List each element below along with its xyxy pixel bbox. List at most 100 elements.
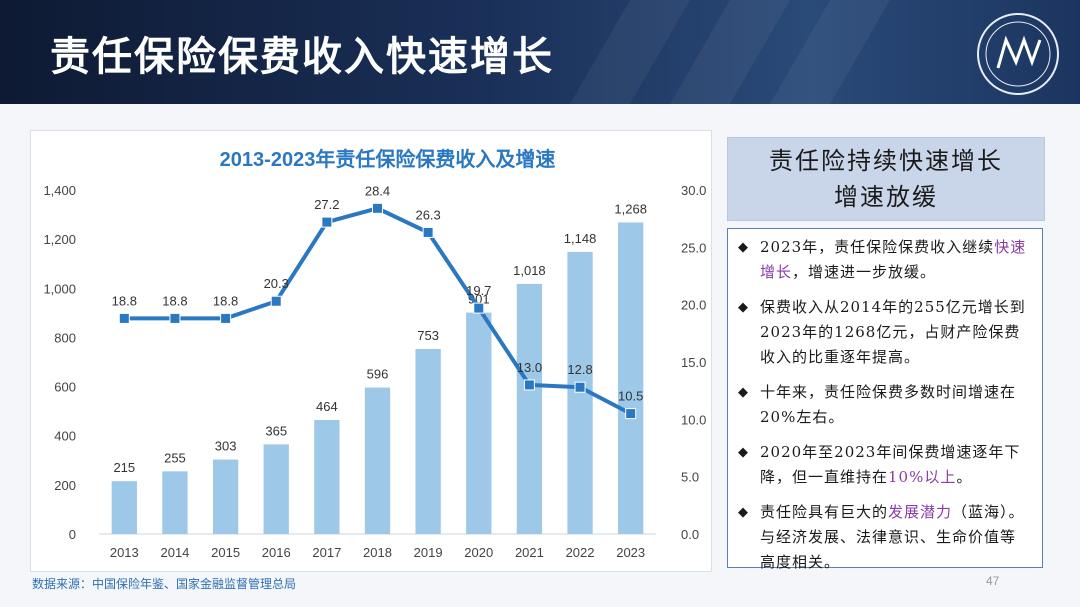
logo-emblem-icon	[977, 13, 1059, 95]
bar-value-label: 365	[265, 423, 287, 438]
x-axis-tick-label: 2013	[110, 545, 139, 560]
x-axis-tick-label: 2019	[414, 545, 443, 560]
bar-value-label: 1,018	[513, 263, 546, 278]
right-axis-tick-label: 15.0	[681, 355, 706, 370]
growth-rate-line	[124, 206, 632, 416]
bar	[162, 471, 188, 534]
left-axis-tick-label: 200	[54, 478, 76, 493]
line-point	[270, 295, 282, 307]
side-bullet-item: ◆ 保费收入从2014年的255亿元增长到2023年的1268亿元，占财产险保费收…	[738, 295, 1028, 370]
side-title-line-2: 增速放缓	[834, 183, 938, 211]
side-bullet-text: 2023年，责任保险保费收入继续快速增长，增速进一步放缓。	[760, 235, 1028, 285]
x-axis-tick-label: 2016	[262, 545, 291, 560]
side-bullet-text: 2020年至2023年间保费增速逐年下降，但一直维持在10%以上。	[760, 440, 1028, 490]
line-value-label: 10.5	[618, 389, 643, 404]
left-axis-tick-label: 400	[54, 429, 76, 444]
bar-value-label: 596	[367, 367, 389, 382]
line-value-label: 12.8	[567, 362, 592, 377]
bar	[516, 283, 543, 534]
bar	[212, 459, 239, 534]
bar-value-label: 255	[164, 450, 186, 465]
highlight-text: 10%以上	[888, 468, 957, 486]
line-point	[169, 312, 181, 324]
bullet-text-part: （蓝海）。与经济发展、法律意识、生命价值等高度相关。	[760, 503, 1025, 571]
line-point	[220, 312, 232, 324]
bullet-text-part: 2020年至2023年间保费增速逐年下降，但一直维持在	[760, 443, 1021, 486]
x-axis-tick-label: 2014	[160, 545, 189, 560]
right-axis-tick-label: 25.0	[681, 240, 706, 255]
bullet-text-part: 保费收入从2014年的255亿元增长到2023年的1268亿元，占财产险保费收入…	[760, 298, 1026, 366]
page-number: 47	[986, 574, 1000, 588]
x-axis-tick-label: 2021	[515, 545, 544, 560]
left-axis-tick-label: 0	[69, 527, 76, 542]
x-axis-tick-label: 2020	[464, 545, 493, 560]
line-value-label: 20.3	[264, 276, 289, 291]
line-value-label: 18.8	[162, 293, 187, 308]
side-bullet-item: ◆ 2020年至2023年间保费增速逐年下降，但一直维持在10%以上。	[738, 440, 1028, 490]
line-point	[574, 381, 586, 393]
line-point	[473, 302, 485, 314]
bar	[314, 419, 340, 534]
data-source: 数据来源：中国保险年鉴、国家金融监督管理总局	[32, 577, 297, 591]
bullet-text-part: 。	[956, 468, 973, 486]
line-value-label: 13.0	[517, 360, 542, 375]
diamond-bullet-icon: ◆	[738, 385, 749, 400]
left-axis-tick-label: 800	[54, 330, 76, 345]
chart-title: 2013-2023年责任保险保费收入及增速	[220, 147, 556, 171]
left-axis-tick-label: 600	[54, 380, 76, 395]
bar-value-label: 753	[417, 328, 439, 343]
left-axis-tick-label: 1,400	[43, 183, 76, 198]
bar-value-label: 464	[316, 399, 338, 414]
side-bullet-text: 责任险具有巨大的发展潜力（蓝海）。与经济发展、法律意识、生命价值等高度相关。	[760, 500, 1028, 575]
x-axis-tick-label: 2017	[312, 545, 341, 560]
highlight-text: 发展潜力	[888, 503, 953, 521]
page-title: 责任保险保费收入快速增长	[50, 34, 554, 80]
bar	[364, 387, 391, 534]
bar	[111, 481, 137, 534]
x-axis-tick-label: 2022	[566, 545, 595, 560]
bar	[415, 348, 441, 534]
chart-panel: 2013-2023年责任保险保费收入及增速 0 200 400 600 800 1,000 1…	[30, 130, 712, 572]
side-bullet-item: ◆ 责任险具有巨大的发展潜力（蓝海）。与经济发展、法律意识、生命价值等高度相关。	[738, 500, 1028, 575]
side-bullet-text: 保费收入从2014年的255亿元增长到2023年的1268亿元，占财产险保费收入…	[760, 295, 1028, 370]
side-title-line-1: 责任险持续快速增长	[769, 147, 1003, 175]
bar	[263, 444, 289, 534]
highlight-text: 快速增长	[760, 238, 1027, 281]
x-axis-tick-label: 2018	[363, 545, 392, 560]
diamond-bullet-icon: ◆	[738, 300, 749, 315]
line-value-label: 28.4	[365, 183, 390, 198]
right-axis-tick-label: 0.0	[681, 527, 699, 542]
bar-value-label: 1,268	[614, 201, 647, 216]
right-axis-tick-label: 10.0	[681, 412, 706, 427]
bar-value-label: 215	[113, 460, 135, 475]
line-value-label: 19.7	[466, 283, 491, 298]
bullet-text-part: 责任险具有巨大的	[760, 503, 889, 521]
x-axis-tick-label: 2015	[211, 545, 240, 560]
side-bullet-item: ◆ 十年来，责任险保费多数时间增速在20%左右。	[738, 380, 1028, 430]
diamond-bullet-icon: ◆	[738, 505, 749, 520]
line-point	[321, 216, 333, 228]
right-axis-tick-label: 30.0	[681, 183, 706, 198]
line-point	[118, 312, 130, 324]
line-value-label: 27.2	[314, 197, 339, 212]
bullet-text-part: 十年来，责任险保费多数时间增速在20%左右。	[760, 383, 1017, 426]
diamond-bullet-icon: ◆	[738, 445, 749, 460]
line-point	[422, 226, 434, 238]
line-value-label: 18.8	[213, 293, 238, 308]
side-bullet-text: 十年来，责任险保费多数时间增速在20%左右。	[760, 380, 1028, 430]
left-axis-tick-label: 1,000	[43, 281, 76, 296]
diamond-bullet-icon: ◆	[738, 240, 749, 255]
side-bullet-list: ◆ 2023年，责任保险保费收入继续快速增长，增速进一步放缓。 ◆ 保费收入从2014…	[727, 228, 1043, 571]
x-axis-tick-label: 2023	[616, 545, 645, 560]
left-axis-tick-label: 1,200	[43, 232, 76, 247]
side-title-box: 责任险持续快速增长 增速放缓	[727, 137, 1045, 221]
bar	[466, 312, 492, 534]
line-point	[523, 379, 535, 391]
bar-value-label: 1,148	[564, 231, 597, 246]
side-bullet-item: ◆ 2023年，责任保险保费收入继续快速增长，增速进一步放缓。	[738, 235, 1028, 285]
line-value-label: 26.3	[415, 207, 440, 222]
header-banner: 责任保险保费收入快速增长	[0, 0, 1080, 104]
bullet-text-part: 2023年，责任保险保费收入继续	[760, 238, 995, 256]
line-point	[372, 202, 383, 214]
right-axis-tick-label: 5.0	[681, 470, 699, 485]
